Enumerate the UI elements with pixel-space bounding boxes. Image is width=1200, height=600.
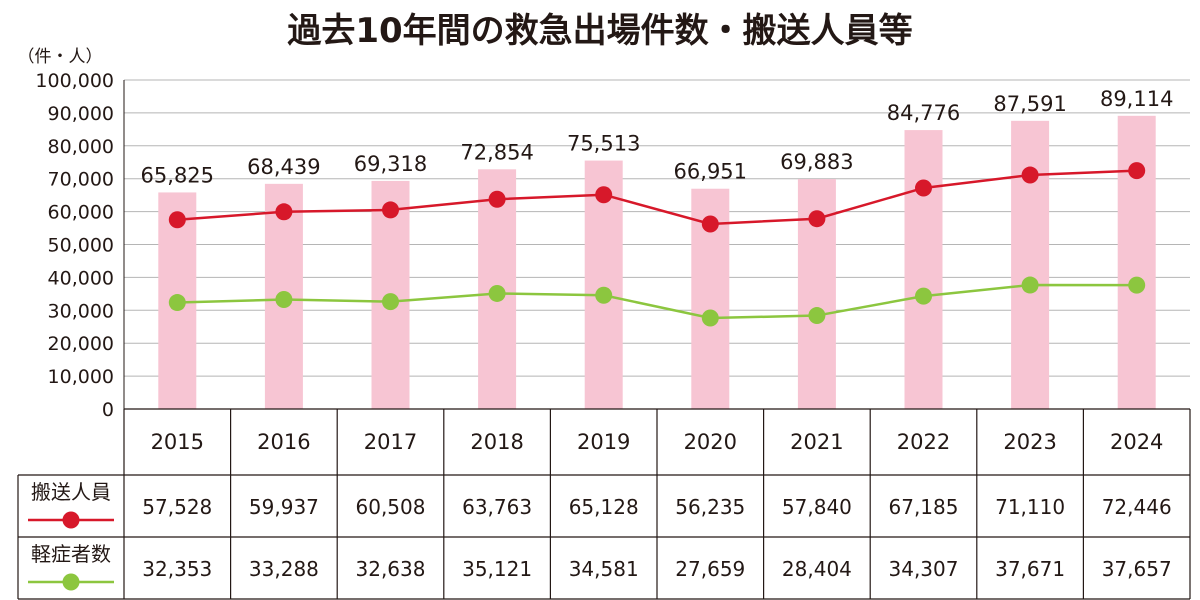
series-point-2: [275, 290, 293, 308]
year-label: 2023: [1003, 430, 1056, 454]
series-point-2: [595, 286, 613, 304]
bar-value-label: 89,114: [1100, 87, 1173, 111]
bar: [904, 130, 943, 409]
table-cell: 57,528: [142, 495, 212, 519]
year-label: 2020: [684, 430, 737, 454]
year-label: 2017: [364, 430, 417, 454]
series-point-1: [595, 186, 613, 204]
series-point-1: [488, 190, 506, 208]
year-label: 2016: [257, 430, 310, 454]
y-tick-label: 20,000: [48, 333, 114, 355]
table-cell: 60,508: [356, 495, 426, 519]
series-point-1: [1021, 166, 1039, 184]
bar-value-label: 66,951: [674, 160, 747, 184]
table-cell: 33,288: [249, 557, 319, 581]
series-line-2: [177, 283, 1137, 320]
legend-name: 搬送人員: [31, 480, 111, 504]
table-cell: 63,763: [462, 495, 532, 519]
bar-value-label: 84,776: [887, 101, 960, 125]
series-point-2: [382, 293, 399, 311]
table-cell: 71,110: [995, 495, 1065, 519]
series-point-1: [915, 179, 932, 197]
bar-value-label: 68,439: [247, 155, 320, 179]
series-point-1: [382, 201, 399, 219]
legend-name: 軽症者数: [31, 542, 111, 566]
series-point-1: [808, 210, 826, 228]
series-point-2: [168, 294, 186, 312]
bar: [1011, 120, 1050, 409]
year-label: 2024: [1110, 430, 1163, 454]
y-tick-label: 60,000: [48, 202, 114, 224]
chart-title: 過去10年間の救急出場件数・搬送人員等: [287, 11, 912, 51]
y-tick-label: 90,000: [48, 103, 114, 125]
table-cell: 35,121: [462, 557, 532, 581]
series-line-1: [177, 169, 1137, 226]
series-point-1: [1128, 162, 1146, 180]
table-cell: 37,671: [995, 557, 1065, 581]
table-cell: 67,185: [889, 495, 959, 519]
bar: [1117, 115, 1156, 409]
table-cell: 27,659: [675, 557, 745, 581]
series-point-2: [701, 309, 719, 327]
series-point-2: [808, 307, 826, 325]
y-tick-label: 50,000: [48, 235, 114, 257]
table-cell: 57,840: [782, 495, 852, 519]
series-point-2: [488, 284, 506, 302]
bar-value-label: 87,591: [993, 92, 1066, 116]
y-tick-label: 0: [102, 399, 114, 421]
table-cell: 28,404: [782, 557, 852, 581]
series-point-2: [1128, 276, 1146, 294]
y-tick-label: 70,000: [48, 169, 114, 191]
table-cell: 72,446: [1102, 495, 1172, 519]
table-cell: 34,307: [889, 557, 959, 581]
table-cell: 59,937: [249, 495, 319, 519]
series-point-1: [701, 215, 719, 233]
series-point-1: [275, 203, 293, 221]
table-cell: 32,638: [356, 557, 426, 581]
y-tick-label: 40,000: [48, 267, 114, 289]
table-cell: 65,128: [569, 495, 639, 519]
y-tick-label: 80,000: [48, 136, 114, 158]
bar-value-label: 65,825: [141, 163, 214, 187]
unit-label: （件・人）: [18, 47, 103, 67]
legend-marker: [62, 573, 80, 591]
y-tick-label: 100,000: [35, 70, 114, 92]
y-tick-label: 30,000: [48, 300, 114, 322]
year-label: 2021: [790, 430, 843, 454]
y-tick-label: 10,000: [48, 366, 114, 388]
year-label: 2022: [897, 430, 950, 454]
year-label: 2019: [577, 430, 630, 454]
series-point-2: [915, 287, 932, 305]
table-cell: 32,353: [142, 557, 212, 581]
series-point-1: [168, 211, 186, 229]
bar-value-label: 72,854: [460, 140, 533, 164]
table-cell: 56,235: [675, 495, 745, 519]
year-label: 2015: [151, 430, 204, 454]
bar-value-label: 69,883: [780, 150, 853, 174]
bar-value-label: 69,318: [354, 152, 427, 176]
legend-marker: [62, 511, 80, 529]
table-cell: 37,657: [1102, 557, 1172, 581]
series-point-2: [1021, 276, 1039, 294]
year-label: 2018: [470, 430, 523, 454]
bar-value-label: 75,513: [567, 132, 640, 156]
table-cell: 34,581: [569, 557, 639, 581]
